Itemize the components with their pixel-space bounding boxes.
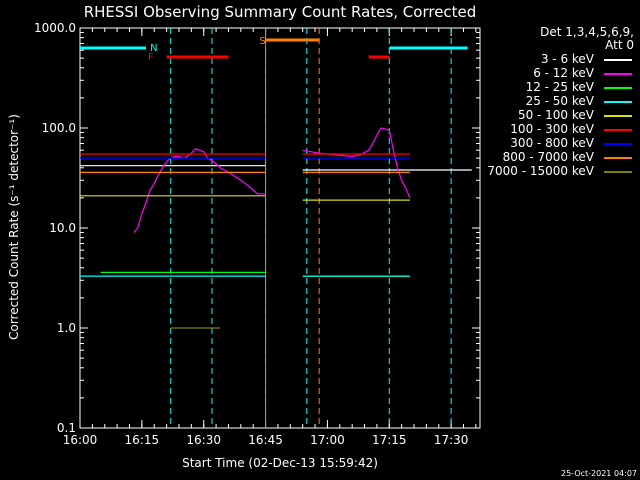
legend-item: 100 - 300 keV <box>476 122 634 136</box>
legend-label: 300 - 800 keV <box>510 136 594 150</box>
legend-item: 300 - 800 keV <box>476 136 634 150</box>
plot-axes: 0.1 1.0 10.0 100.0 1000.0 16:00 16:15 16:30 16:4… <box>34 21 481 447</box>
legend-rows: 3 - 6 keV 6 - 12 keV 12 - 25 keV 25 - 50 ke… <box>476 52 634 178</box>
x-tick-label: 17:30 <box>434 433 469 447</box>
legend-swatch <box>604 143 632 145</box>
legend-swatch <box>604 73 632 75</box>
legend-label: 25 - 50 keV <box>525 94 594 108</box>
saa-flag-letter: S <box>259 36 265 47</box>
y-tick-label: 100.0 <box>42 121 76 135</box>
x-tick-label: 17:15 <box>372 433 407 447</box>
chart-title: RHESSI Observing Summary Count Rates, Co… <box>84 3 477 21</box>
y-tick-label: 1000.0 <box>34 21 76 35</box>
legend-item: 800 - 7000 keV <box>476 150 634 164</box>
legend-swatch <box>604 129 632 131</box>
legend: Det 1,3,4,5,6,9, Att 0 3 - 6 keV 6 - 12 k… <box>476 25 634 179</box>
legend-swatch <box>604 101 632 103</box>
legend-header-line1: Det 1,3,4,5,6,9, <box>540 25 634 39</box>
y-tick-label: 0.1 <box>57 421 76 435</box>
x-tick-label: 17:00 <box>310 433 345 447</box>
legend-swatch <box>604 171 632 173</box>
legend-label: 50 - 100 keV <box>517 108 594 122</box>
legend-item: 50 - 100 keV <box>476 108 634 122</box>
legend-item: 25 - 50 keV <box>476 94 634 108</box>
legend-swatch <box>604 157 632 159</box>
x-axis-label: Start Time (02-Dec-13 15:59:42) <box>182 456 378 470</box>
legend-swatch <box>604 59 632 61</box>
y-axis-label: Corrected Count Rate (s⁻¹ detector⁻¹) <box>7 114 21 340</box>
legend-label: 12 - 25 keV <box>525 80 594 94</box>
series-lines <box>80 127 472 329</box>
x-tick-label: 16:00 <box>63 433 98 447</box>
x-tick-label: 16:45 <box>248 433 283 447</box>
flare-flag-letter: F <box>148 52 154 63</box>
legend-item: 3 - 6 keV <box>476 52 634 66</box>
legend-label: 100 - 300 keV <box>510 122 594 136</box>
legend-label: 7000 - 15000 keV <box>487 164 594 178</box>
legend-swatch <box>604 115 632 117</box>
y-tick-label: 10.0 <box>49 221 76 235</box>
night-flag-letter: N <box>150 43 157 54</box>
event-flag-bars: NF S <box>80 28 468 428</box>
legend-label: 6 - 12 keV <box>533 66 594 80</box>
y-tick-label: 1.0 <box>57 321 76 335</box>
legend-label: 3 - 6 keV <box>540 52 594 66</box>
legend-item: 7000 - 15000 keV <box>476 164 634 178</box>
legend-item: 6 - 12 keV <box>476 66 634 80</box>
plot-frame <box>79 27 481 429</box>
legend-swatch <box>604 87 632 89</box>
x-tick-label: 16:15 <box>125 433 160 447</box>
x-tick-label: 16:30 <box>186 433 221 447</box>
legend-item: 12 - 25 keV <box>476 80 634 94</box>
timestamp: 25-Oct-2021 04:07 <box>561 469 637 478</box>
legend-label: 800 - 7000 keV <box>502 150 594 164</box>
legend-header-line2: Att 0 <box>605 38 634 52</box>
series-line <box>133 148 266 233</box>
